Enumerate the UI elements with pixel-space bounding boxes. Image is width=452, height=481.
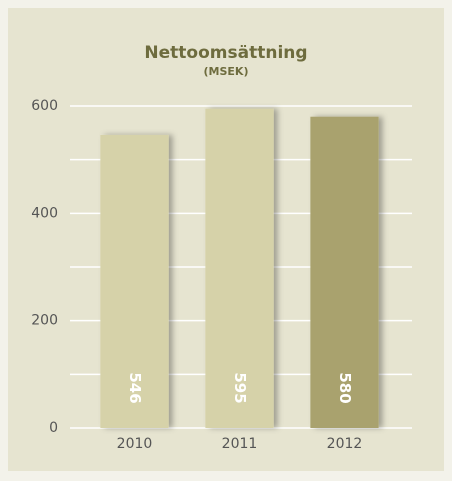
bar <box>205 108 274 428</box>
chart-subtitle: (MSEK) <box>204 65 249 78</box>
chart-title: Nettoomsättning <box>144 43 307 63</box>
x-tick-label: 2010 <box>117 436 153 452</box>
x-tick-label: 2012 <box>327 436 363 452</box>
x-tick-label: 2011 <box>222 436 258 452</box>
bar <box>100 134 169 429</box>
data-label: 546 <box>126 372 144 403</box>
y-tick-label: 600 <box>31 98 58 114</box>
y-tick-label: 200 <box>31 313 58 329</box>
data-label: 580 <box>336 372 354 403</box>
bar <box>310 116 379 428</box>
y-tick-label: 400 <box>31 205 58 221</box>
y-tick-label: 0 <box>49 420 58 436</box>
data-label: 595 <box>231 372 249 403</box>
